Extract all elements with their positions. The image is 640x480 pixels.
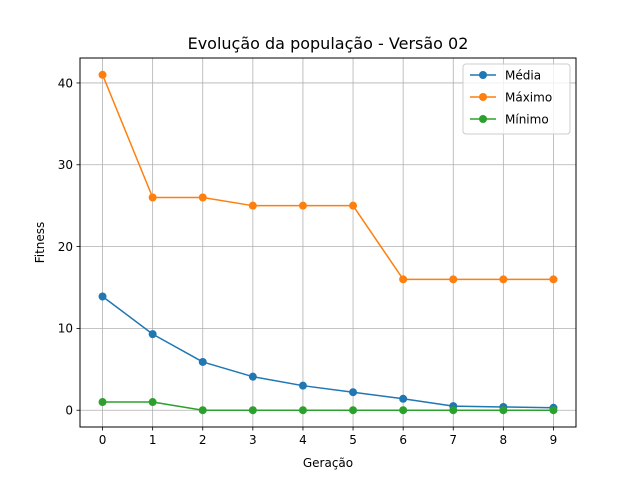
data-point-maximo [248, 201, 257, 210]
data-point-minimo [148, 398, 157, 407]
series-media [98, 292, 558, 412]
x-tick-label: 8 [500, 433, 508, 447]
x-tick-label: 3 [249, 433, 257, 447]
data-point-minimo [349, 406, 358, 415]
data-point-minimo [399, 406, 408, 415]
legend-label: Máximo [505, 90, 552, 104]
series-line-maximo [101, 74, 554, 281]
legend: Média Máximo Mínimo [462, 63, 571, 135]
y-tick-label: 40 [58, 76, 73, 90]
x-tick-label: 2 [199, 433, 207, 447]
x-tick-label: 9 [550, 433, 558, 447]
series-line-minimo [102, 401, 554, 411]
data-point-maximo [399, 275, 408, 284]
data-point-maximo [449, 275, 458, 284]
y-axis-label: Fitness [33, 222, 47, 264]
x-tick-label: 7 [449, 433, 457, 447]
x-tick-label: 1 [149, 433, 157, 447]
data-point-minimo [499, 406, 508, 415]
y-tick-label: 0 [65, 404, 73, 418]
legend-marker [479, 93, 487, 101]
y-tick-label: 30 [58, 158, 73, 172]
data-point-media [399, 394, 408, 403]
series-line-media [102, 295, 554, 409]
data-point-media [248, 372, 257, 381]
data-point-media [148, 330, 157, 339]
legend-item-maximo: Máximo [470, 90, 552, 104]
legend-marker [479, 71, 487, 79]
y-tick-label: 10 [58, 322, 73, 336]
data-point-minimo [298, 406, 307, 415]
data-point-minimo [248, 406, 257, 415]
data-point-media [98, 292, 107, 301]
x-tick-label: 5 [349, 433, 357, 447]
data-point-media [298, 381, 307, 390]
plot-area-frame [79, 57, 577, 428]
data-point-minimo [98, 398, 107, 407]
legend-marker [479, 115, 487, 123]
data-point-maximo [98, 70, 107, 79]
legend-item-minimo: Mínimo [470, 112, 549, 126]
data-point-maximo [499, 275, 508, 284]
data-point-minimo [198, 406, 207, 415]
x-tick-label: 0 [99, 433, 107, 447]
ticks: 0 1 2 3 4 5 6 7 8 9 0 10 20 30 40 [58, 76, 558, 447]
legend-label: Mínimo [505, 112, 549, 126]
y-tick-label: 20 [58, 240, 73, 254]
data-point-minimo [449, 406, 458, 415]
series-minimo [98, 398, 558, 415]
x-tick-label: 4 [299, 433, 307, 447]
data-point-maximo [198, 193, 207, 202]
data-point-maximo [549, 275, 558, 284]
legend-box [462, 63, 571, 135]
chart-title: Evolução da população - Versão 02 [188, 34, 469, 53]
data-point-minimo [549, 406, 558, 415]
legend-label: Média [505, 68, 541, 82]
x-tick-label: 6 [399, 433, 407, 447]
x-axis-label: Geração [303, 456, 353, 470]
series-maximo [98, 70, 558, 284]
data-point-media [198, 357, 207, 366]
data-point-media [349, 388, 358, 397]
data-point-maximo [349, 201, 358, 210]
legend-item-media: Média [470, 68, 541, 82]
data-point-maximo [148, 193, 157, 202]
series-group [98, 70, 558, 415]
data-point-maximo [298, 201, 307, 210]
